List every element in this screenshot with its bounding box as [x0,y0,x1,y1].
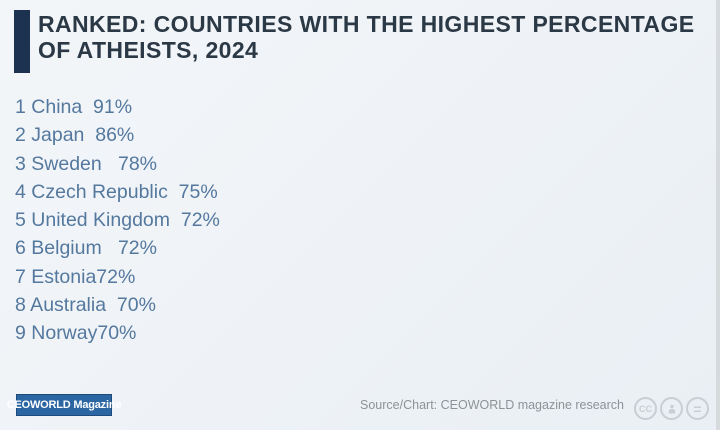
list-item: 3 Sweden 78% [15,152,158,175]
list-item: 6 Belgium 72% [15,237,157,260]
list-item: 7 Estonia72% [15,265,136,288]
logo-text: CEOWORLD Magazine [6,399,122,411]
license-icons: CC = [634,397,709,420]
source-credit: Source/Chart: CEOWORLD magazine research [360,398,624,412]
list-item: 2 Japan 86% [15,124,135,147]
list-item: 9 Norway70% [15,322,137,345]
list-item: 1 China 91% [15,96,133,118]
list-item: 4 Czech Republic 75% [15,180,218,203]
attribution-icon [660,397,683,420]
list-item: 5 United Kingdom 72% [15,209,220,232]
page-title: RANKED: COUNTRIES WITH THE HIGHEST PERCE… [38,11,694,63]
cc-license-icon-label: CC [639,403,652,414]
equals-icon: = [686,397,709,420]
cc-license-icon: CC [634,397,657,420]
equals-icon-label: = [693,400,702,417]
page-title-line-2: OF ATHEISTS, 2024 [38,37,259,63]
title-accent-bar [14,10,30,73]
atheist-ranking-list: 1 China 91% 2 Japan 86% 3 Sweden 78% 4 C… [15,93,220,348]
ceoworld-logo-badge: CEOWORLD Magazine [7,394,121,416]
page-title-line-1: RANKED: COUNTRIES WITH THE HIGHEST PERCE… [38,11,695,37]
list-item: 8 Australia 70% [15,294,156,317]
